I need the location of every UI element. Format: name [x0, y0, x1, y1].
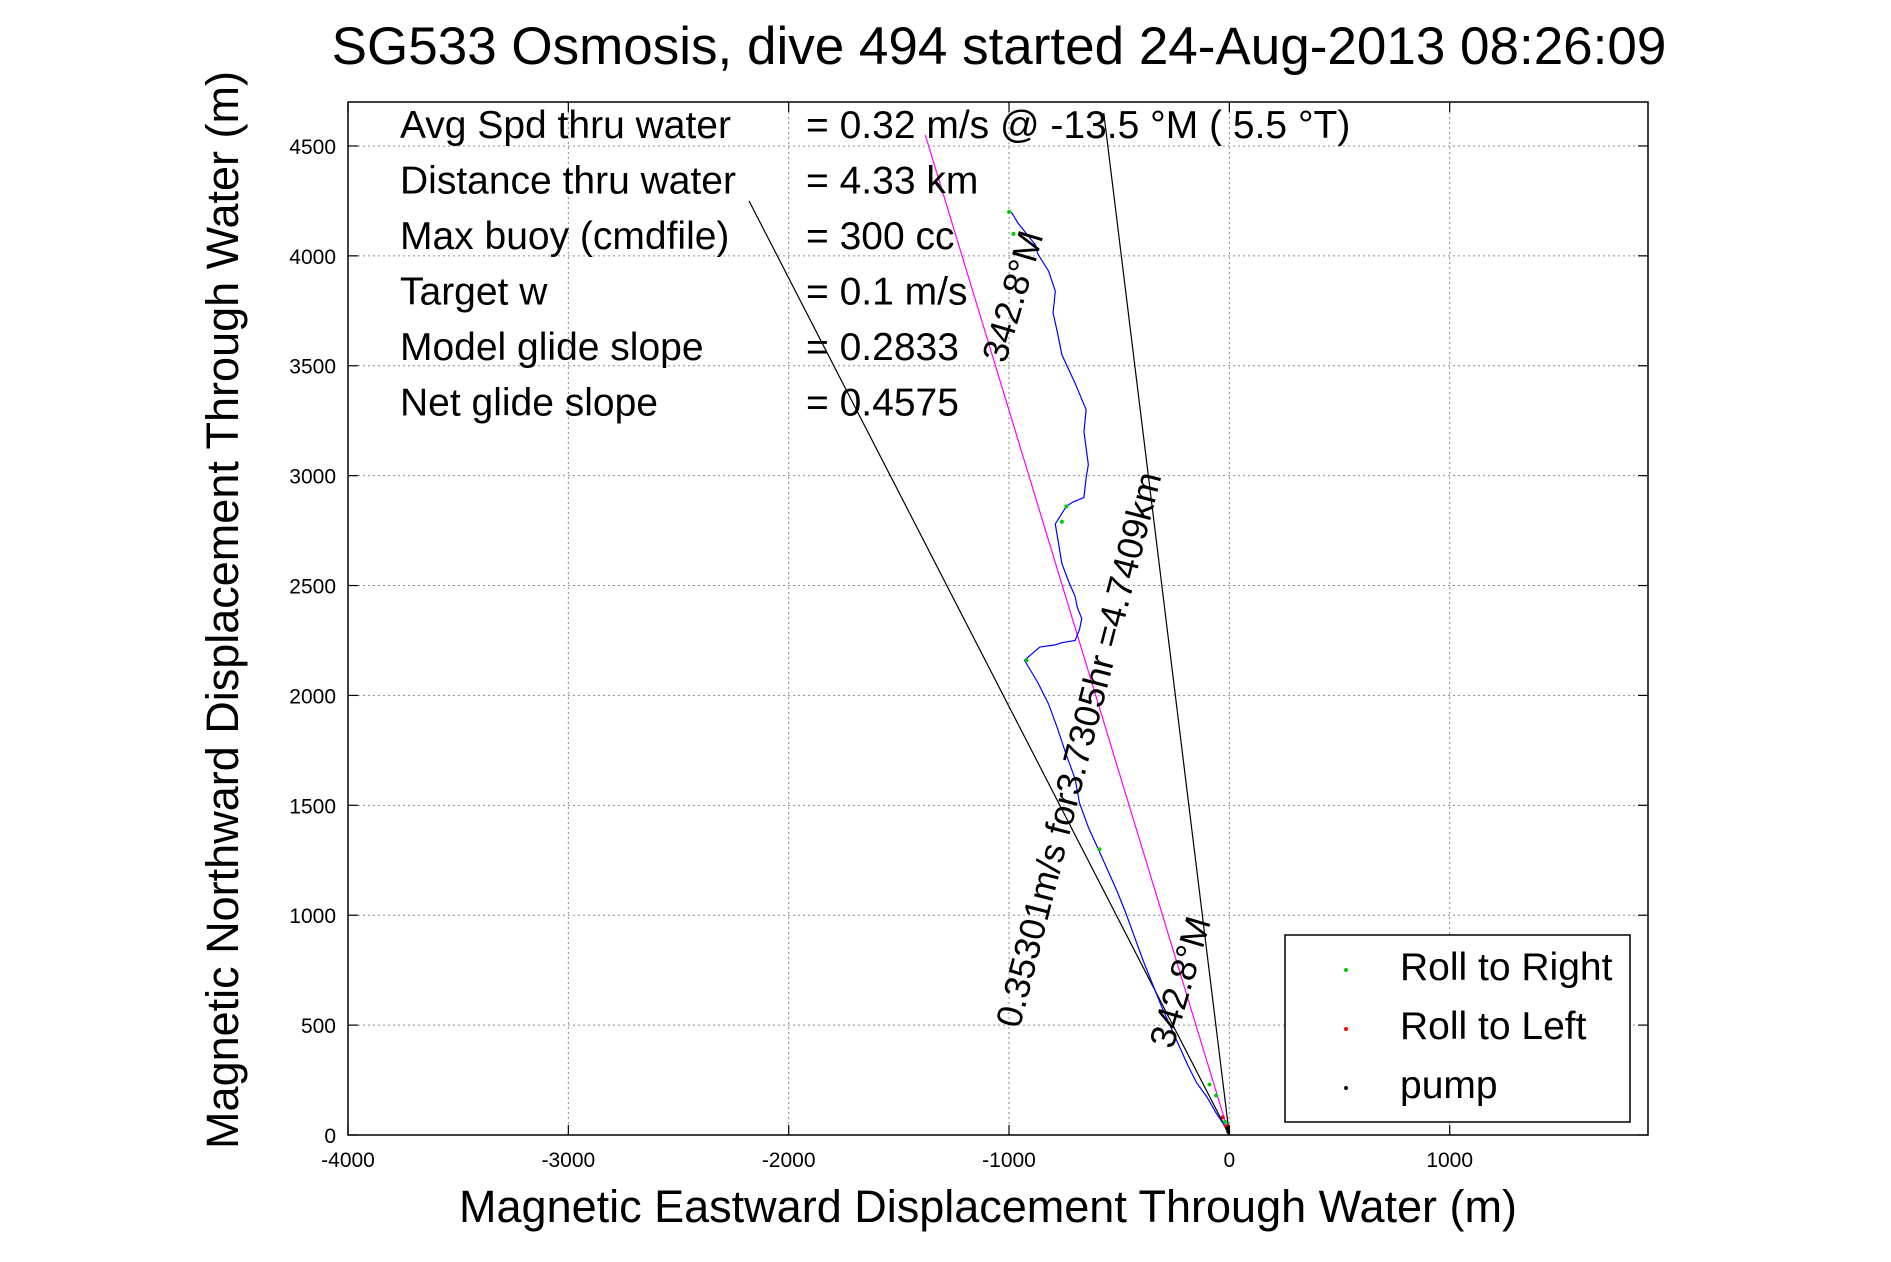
- legend-label: Roll to Left: [1400, 1005, 1587, 1048]
- ticks: -4000 -3000 -2000 -1000 0 1000 0 500 1000 1500 200…: [289, 102, 1648, 1172]
- plot-annotation: 0.35301m/s for3.7305hr =4.7409km: [988, 468, 1170, 1032]
- legend: Roll to Right Roll to Left pump: [1284, 934, 1631, 1123]
- y-tick-label: 2500: [289, 576, 336, 599]
- stat-label: Max buoy (cmdfile): [400, 215, 729, 258]
- legend-label: pump: [1400, 1064, 1498, 1107]
- marker-point: [1220, 1115, 1225, 1120]
- stat-label: Model glide slope: [400, 326, 704, 369]
- stat-label: Target w: [400, 271, 548, 314]
- stat-label: Distance thru water: [400, 160, 736, 203]
- reference-line: [748, 200, 1230, 1136]
- marker-point: [1214, 1093, 1219, 1098]
- plot-annotation: 342.8°M: [974, 226, 1052, 367]
- x-tick-label: -4000: [321, 1149, 375, 1172]
- marker-point: [1011, 231, 1016, 236]
- x-tick-label: -1000: [982, 1149, 1036, 1172]
- axes-frame: [347, 101, 1649, 1136]
- y-tick-label: 0: [324, 1125, 336, 1148]
- marker-point: [1059, 519, 1064, 524]
- legend-marker: [1344, 1027, 1348, 1031]
- marker-point: [1064, 504, 1069, 509]
- stat-value: = 0.2833: [806, 326, 959, 369]
- y-tick-label: 4000: [289, 246, 336, 269]
- marker-point: [1222, 1119, 1227, 1124]
- y-tick-label: 2000: [289, 685, 336, 708]
- x-tick-label: -3000: [541, 1149, 595, 1172]
- stat-value: = 0.4575: [806, 382, 959, 425]
- marker-point: [1225, 1126, 1230, 1131]
- stat-value: = 0.32 m/s @ -13.5 °M ( 5.5 °T): [806, 104, 1350, 147]
- marker-point: [1207, 1082, 1212, 1087]
- annotations: 342.8°M0.35301m/s for3.7305hr =4.7409km3…: [974, 226, 1219, 1052]
- x-axis-label: Magnetic Eastward Displacement Through W…: [459, 1181, 1517, 1232]
- stat-label: Net glide slope: [400, 382, 658, 425]
- reference-line: [1103, 112, 1230, 1136]
- plot-annotation: 342.8°M: [1141, 912, 1219, 1053]
- y-tick-label: 4500: [289, 136, 336, 159]
- legend-marker: [1344, 968, 1348, 972]
- legend-marker: [1344, 1086, 1348, 1090]
- stat-value: = 0.1 m/s: [806, 271, 967, 314]
- legend-label: Roll to Right: [1400, 946, 1613, 989]
- y-tick-label: 3000: [289, 466, 336, 489]
- y-tick-label: 1500: [289, 795, 336, 818]
- y-axis-label: Magnetic Northward Displacement Through …: [197, 71, 248, 1149]
- y-tick-label: 1000: [289, 905, 336, 928]
- stat-label: Avg Spd thru water: [400, 104, 731, 147]
- stat-value: = 4.33 km: [806, 160, 978, 203]
- x-tick-label: -2000: [762, 1149, 816, 1172]
- x-tick-label: 1000: [1426, 1149, 1473, 1172]
- chart-title: SG533 Osmosis, dive 494 started 24-Aug-2…: [332, 17, 1667, 76]
- marker-point: [1007, 209, 1012, 214]
- marker-point: [1097, 847, 1102, 852]
- legend-box: [1284, 934, 1631, 1123]
- y-tick-label: 3500: [289, 356, 336, 379]
- plot-area: [748, 112, 1231, 1136]
- x-tick-label: 0: [1224, 1149, 1236, 1172]
- y-tick-label: 500: [301, 1015, 336, 1038]
- stat-value: = 300 cc: [806, 215, 955, 258]
- marker-point: [1024, 658, 1029, 663]
- stats-panel: Avg Spd thru water = 0.32 m/s @ -13.5 °M …: [400, 104, 1350, 425]
- track-line: [1010, 211, 1230, 1136]
